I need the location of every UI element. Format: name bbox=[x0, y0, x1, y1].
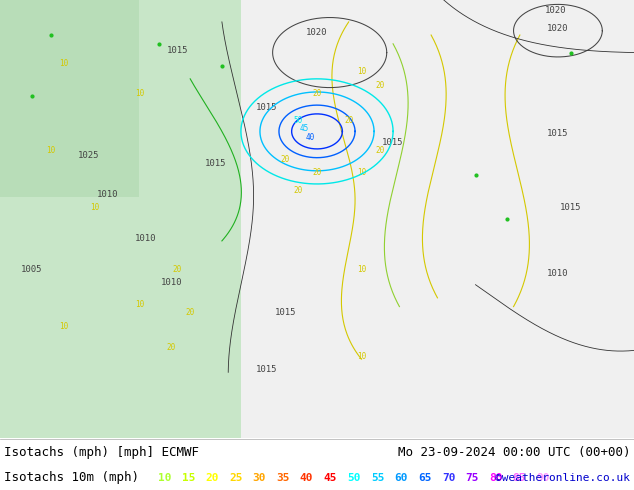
Text: 1015: 1015 bbox=[275, 308, 296, 318]
Text: 40: 40 bbox=[300, 472, 313, 483]
Text: 10: 10 bbox=[357, 168, 366, 177]
Text: 1005: 1005 bbox=[21, 265, 42, 273]
Text: 10: 10 bbox=[357, 352, 366, 361]
Text: 20: 20 bbox=[313, 168, 321, 177]
Text: 10: 10 bbox=[59, 321, 68, 330]
Text: 1020: 1020 bbox=[545, 6, 567, 15]
Text: 1015: 1015 bbox=[547, 129, 569, 138]
Text: 80: 80 bbox=[489, 472, 503, 483]
Text: 1010: 1010 bbox=[135, 234, 157, 243]
Text: 1015: 1015 bbox=[205, 159, 226, 169]
Text: 20: 20 bbox=[205, 472, 219, 483]
Text: 70: 70 bbox=[442, 472, 455, 483]
Text: 10: 10 bbox=[59, 59, 68, 68]
Text: 20: 20 bbox=[173, 265, 182, 273]
Text: 20: 20 bbox=[376, 80, 385, 90]
Text: 1010: 1010 bbox=[547, 269, 569, 278]
Text: Mo 23-09-2024 00:00 UTC (00+00): Mo 23-09-2024 00:00 UTC (00+00) bbox=[398, 446, 630, 459]
Text: 20: 20 bbox=[167, 343, 176, 352]
Text: 15: 15 bbox=[182, 472, 195, 483]
Text: 60: 60 bbox=[394, 472, 408, 483]
Text: 10: 10 bbox=[158, 472, 172, 483]
Text: 30: 30 bbox=[252, 472, 266, 483]
Text: 20: 20 bbox=[376, 147, 385, 155]
FancyBboxPatch shape bbox=[0, 0, 139, 197]
Text: 1010: 1010 bbox=[97, 190, 119, 199]
Text: 50: 50 bbox=[347, 472, 361, 483]
Text: Isotachs (mph) [mph] ECMWF: Isotachs (mph) [mph] ECMWF bbox=[4, 446, 199, 459]
Text: 10: 10 bbox=[135, 299, 144, 309]
Text: 1010: 1010 bbox=[160, 278, 182, 287]
Text: 1015: 1015 bbox=[256, 366, 277, 374]
Text: 10: 10 bbox=[135, 89, 144, 98]
Text: 85: 85 bbox=[513, 472, 526, 483]
Text: 45: 45 bbox=[323, 472, 337, 483]
Text: 1020: 1020 bbox=[306, 28, 328, 37]
Text: 1025: 1025 bbox=[78, 151, 100, 160]
FancyBboxPatch shape bbox=[0, 0, 241, 438]
Text: 10: 10 bbox=[46, 147, 55, 155]
Text: 10: 10 bbox=[357, 68, 366, 76]
Text: 20: 20 bbox=[186, 308, 195, 318]
Text: Isotachs 10m (mph): Isotachs 10m (mph) bbox=[4, 471, 139, 484]
Text: 55: 55 bbox=[371, 472, 384, 483]
Text: 1015: 1015 bbox=[382, 138, 404, 147]
Text: 45: 45 bbox=[300, 124, 309, 133]
Text: 10: 10 bbox=[91, 203, 100, 212]
Text: 90: 90 bbox=[536, 472, 550, 483]
Text: 1015: 1015 bbox=[256, 102, 277, 112]
Text: 50: 50 bbox=[294, 116, 302, 124]
Text: 20: 20 bbox=[294, 186, 302, 195]
Text: 20: 20 bbox=[281, 155, 290, 164]
Text: 1015: 1015 bbox=[560, 203, 581, 212]
Text: 40: 40 bbox=[306, 133, 315, 142]
Text: 1020: 1020 bbox=[547, 24, 569, 33]
Text: 25: 25 bbox=[229, 472, 242, 483]
Text: 35: 35 bbox=[276, 472, 290, 483]
Text: 1015: 1015 bbox=[167, 46, 188, 54]
Text: 10: 10 bbox=[357, 265, 366, 273]
Text: 65: 65 bbox=[418, 472, 432, 483]
Text: 75: 75 bbox=[465, 472, 479, 483]
Text: 20: 20 bbox=[344, 116, 353, 124]
Text: ©weatheronline.co.uk: ©weatheronline.co.uk bbox=[495, 472, 630, 483]
Text: 20: 20 bbox=[313, 89, 321, 98]
